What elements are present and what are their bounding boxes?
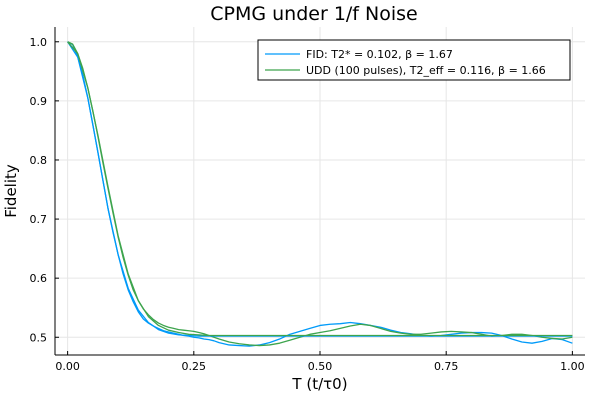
legend-box (257, 39, 571, 81)
x-tick-label: 1.00 (560, 360, 585, 373)
y-tick-label: 0.6 (30, 272, 48, 285)
chart-title: CPMG under 1/f Noise (210, 3, 418, 25)
series-layer (67, 41, 573, 347)
legend-label-fid: FID: T2* = 0.102, β = 1.67 (306, 48, 453, 61)
x-axis-title: T (t/τ0) (291, 375, 347, 393)
x-tick-label: 0.00 (55, 360, 80, 373)
y-tick-label: 0.7 (30, 213, 48, 226)
x-tick-label: 0.50 (308, 360, 333, 373)
legend: FID: T2* = 0.102, β = 1.67 UDD (100 puls… (257, 39, 571, 81)
legend-label-udd: UDD (100 pulses), T2_eff = 0.116, β = 1.… (306, 64, 546, 77)
x-tick-label: 0.75 (434, 360, 459, 373)
y-axis-ticks: 0.5 0.6 0.7 0.8 0.9 1.0 (30, 36, 59, 344)
fit-line-udd (67, 41, 573, 337)
y-axis-title: Fidelity (2, 164, 20, 218)
y-tick-label: 0.5 (30, 331, 48, 344)
x-tick-label: 0.25 (182, 360, 207, 373)
x-axis-ticks: 0.00 0.25 0.50 0.75 1.00 (55, 351, 585, 373)
y-tick-label: 1.0 (30, 36, 48, 49)
y-tick-label: 0.9 (30, 95, 48, 108)
y-tick-label: 0.8 (30, 154, 48, 167)
grid (55, 27, 585, 355)
